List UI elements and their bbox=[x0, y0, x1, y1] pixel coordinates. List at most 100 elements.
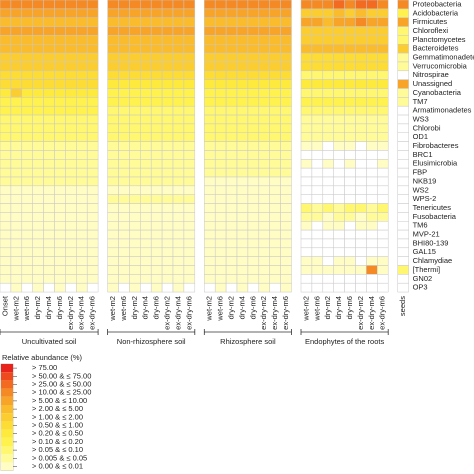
column-label: ex-dry-m4 bbox=[367, 296, 376, 330]
heat-cell bbox=[236, 229, 249, 240]
heat-cell bbox=[32, 221, 44, 231]
heat-cell bbox=[258, 61, 270, 72]
heat-cell bbox=[150, 79, 163, 89]
heat-cell bbox=[258, 114, 270, 125]
legend-label: > 10.00 & ≤ 25.00 bbox=[32, 388, 91, 397]
heat-cell bbox=[21, 52, 33, 63]
heat-cell bbox=[344, 282, 356, 293]
heat-cell bbox=[32, 132, 44, 142]
heat-cell bbox=[204, 26, 216, 36]
legend-label: > 0.20 & ≤ 0.50 bbox=[32, 429, 83, 438]
heat-cell bbox=[21, 212, 33, 222]
heat-cell bbox=[10, 265, 23, 275]
heat-cell bbox=[225, 247, 238, 257]
heat-cell bbox=[280, 247, 292, 257]
heat-cell bbox=[172, 229, 185, 240]
heat-cell bbox=[397, 132, 409, 142]
heat-cell bbox=[76, 247, 88, 257]
heat-cell bbox=[355, 141, 367, 151]
heat-cell bbox=[322, 212, 334, 222]
heat-cell bbox=[76, 123, 88, 134]
heat-cell bbox=[322, 97, 334, 107]
heat-cell bbox=[32, 0, 44, 10]
heat-cell bbox=[86, 203, 99, 213]
heat-cell bbox=[258, 26, 270, 36]
heat-cell bbox=[183, 274, 196, 284]
heat-cell bbox=[366, 79, 378, 89]
heat-cell bbox=[355, 150, 367, 160]
heat-cell bbox=[118, 212, 130, 222]
heat-cell bbox=[236, 274, 249, 284]
heat-cell bbox=[0, 194, 12, 204]
heat-cell bbox=[183, 70, 196, 80]
heat-cell bbox=[258, 70, 270, 80]
heat-cell bbox=[333, 132, 345, 142]
heat-cell bbox=[32, 97, 44, 107]
heat-cell bbox=[397, 141, 409, 151]
legend-swatch bbox=[1, 364, 13, 373]
heat-cell bbox=[150, 132, 163, 142]
heat-cell bbox=[65, 185, 77, 195]
heat-cell bbox=[214, 61, 227, 72]
heat-cell bbox=[140, 185, 152, 195]
heat-cell bbox=[269, 167, 281, 178]
heat-cell bbox=[0, 247, 12, 257]
heat-cell bbox=[140, 17, 152, 27]
heat-cell bbox=[43, 185, 55, 195]
column-label: wet-m6 bbox=[22, 296, 31, 322]
heat-cell bbox=[32, 194, 44, 204]
heat-cell bbox=[377, 282, 389, 293]
heat-cell bbox=[172, 159, 185, 169]
heat-cell bbox=[214, 0, 227, 10]
heat-cell bbox=[397, 79, 409, 89]
heat-cell bbox=[204, 123, 216, 134]
heat-cell bbox=[140, 132, 152, 142]
heat-cell bbox=[86, 61, 99, 72]
heat-cell bbox=[377, 26, 389, 36]
heat-cell bbox=[140, 0, 152, 10]
heat-cell bbox=[333, 256, 345, 266]
heat-cell bbox=[204, 176, 216, 187]
heat-cell bbox=[214, 194, 227, 204]
heat-cell bbox=[140, 256, 152, 266]
heat-cell bbox=[172, 97, 185, 107]
heat-cell bbox=[355, 185, 367, 195]
heat-cell bbox=[355, 123, 367, 134]
heat-cell bbox=[21, 8, 33, 18]
heat-cell bbox=[344, 265, 356, 275]
heat-cell bbox=[10, 105, 23, 116]
heat-cell bbox=[183, 52, 196, 63]
heat-cell bbox=[247, 159, 260, 169]
heat-cell bbox=[140, 61, 152, 72]
heat-cell bbox=[107, 159, 119, 169]
heat-cell bbox=[172, 185, 185, 195]
heat-cell bbox=[140, 52, 152, 63]
heat-cell bbox=[32, 70, 44, 80]
heat-cell bbox=[183, 114, 196, 125]
heat-cell bbox=[269, 26, 281, 36]
heat-cell bbox=[54, 61, 66, 72]
heat-cell bbox=[300, 97, 313, 107]
heat-cell bbox=[204, 256, 216, 266]
heat-cell bbox=[247, 123, 260, 134]
row-label: Firmicutes bbox=[413, 17, 448, 26]
heat-cell bbox=[344, 17, 356, 27]
heat-cell bbox=[236, 44, 249, 54]
heat-cell bbox=[204, 70, 216, 80]
heat-cell bbox=[214, 52, 227, 63]
heat-cell bbox=[118, 88, 130, 98]
heat-cell bbox=[377, 238, 389, 249]
heat-cell bbox=[32, 256, 44, 266]
heat-cell bbox=[280, 105, 292, 116]
heat-cell bbox=[322, 229, 334, 240]
row-label: Gemmatimonadetes bbox=[413, 53, 474, 62]
heat-cell bbox=[322, 105, 334, 116]
column-label: dry-m4 bbox=[44, 296, 53, 319]
heat-cell bbox=[214, 274, 227, 284]
heat-cell bbox=[150, 150, 163, 160]
heat-cell bbox=[172, 114, 185, 125]
heat-cell bbox=[65, 167, 77, 178]
heat-cell bbox=[333, 0, 345, 10]
heat-cell bbox=[21, 203, 33, 213]
heat-cell bbox=[107, 44, 119, 54]
